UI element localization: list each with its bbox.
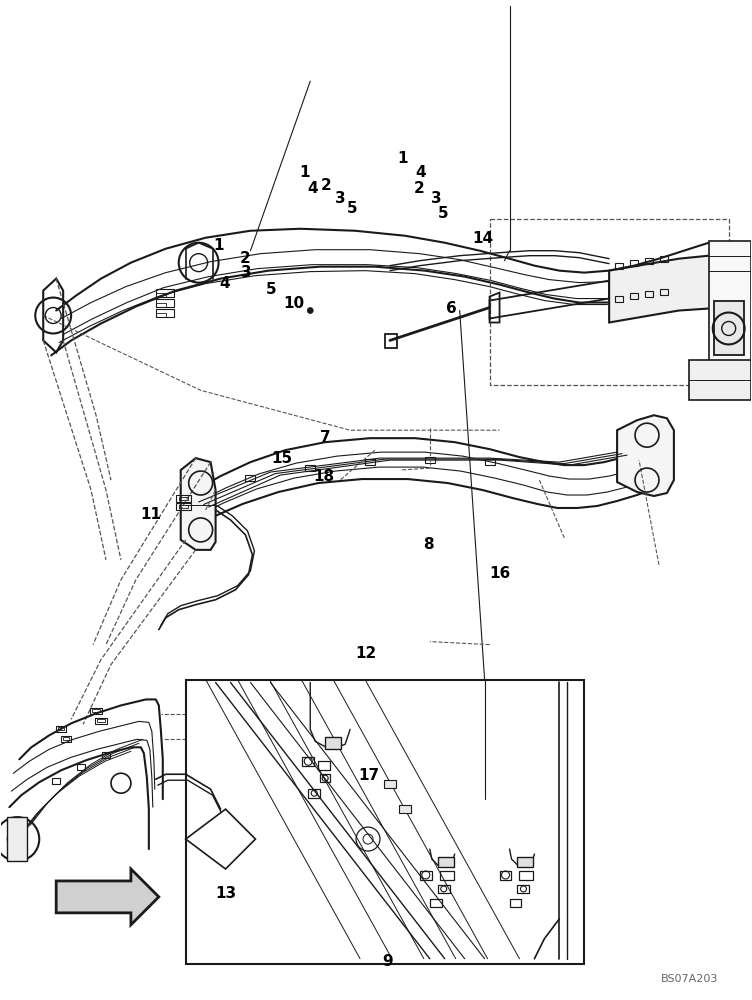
Polygon shape xyxy=(180,458,216,550)
Bar xyxy=(92,709,100,712)
Polygon shape xyxy=(709,241,750,390)
Text: 4: 4 xyxy=(220,276,230,291)
Bar xyxy=(95,718,107,724)
Bar xyxy=(660,289,668,295)
Polygon shape xyxy=(186,809,256,869)
Bar xyxy=(102,752,110,758)
Bar xyxy=(520,871,533,880)
Text: 17: 17 xyxy=(358,768,379,783)
Bar xyxy=(156,289,174,297)
Bar xyxy=(320,774,330,782)
Bar xyxy=(630,293,638,299)
Text: 13: 13 xyxy=(216,886,237,901)
Bar xyxy=(645,258,653,264)
Polygon shape xyxy=(714,301,744,355)
Bar xyxy=(8,817,27,861)
Text: 4: 4 xyxy=(416,165,426,180)
Bar xyxy=(430,899,441,907)
Text: 3: 3 xyxy=(241,265,252,280)
Bar xyxy=(440,871,453,880)
Bar xyxy=(615,263,623,269)
Text: 9: 9 xyxy=(383,954,393,969)
Text: 5: 5 xyxy=(265,282,277,297)
Bar xyxy=(517,857,533,867)
Bar xyxy=(58,727,64,730)
Bar xyxy=(615,296,623,302)
Text: 1: 1 xyxy=(397,151,408,166)
Bar xyxy=(77,764,85,770)
Bar xyxy=(90,708,102,714)
Bar xyxy=(52,778,60,784)
Text: 5: 5 xyxy=(347,201,357,216)
Bar xyxy=(325,737,341,749)
Text: 15: 15 xyxy=(271,451,293,466)
Bar xyxy=(510,899,521,907)
Bar xyxy=(499,871,511,880)
Text: 7: 7 xyxy=(320,430,330,445)
Text: 1: 1 xyxy=(214,238,224,253)
Bar xyxy=(179,505,188,508)
Text: 11: 11 xyxy=(141,507,162,522)
Bar xyxy=(384,780,396,788)
Text: 2: 2 xyxy=(414,181,425,196)
Text: 2: 2 xyxy=(320,178,331,193)
Bar xyxy=(365,459,375,465)
Bar xyxy=(56,726,66,732)
Bar xyxy=(630,260,638,266)
Text: 4: 4 xyxy=(307,181,317,196)
Circle shape xyxy=(308,308,314,314)
Bar xyxy=(176,495,191,502)
Bar xyxy=(385,334,397,348)
Bar xyxy=(308,789,320,798)
Text: 6: 6 xyxy=(445,301,456,316)
Polygon shape xyxy=(56,869,159,925)
Bar xyxy=(399,805,411,813)
Bar xyxy=(305,465,315,471)
Text: 14: 14 xyxy=(472,231,494,246)
Text: 3: 3 xyxy=(335,191,346,206)
Text: 5: 5 xyxy=(438,206,449,221)
Bar xyxy=(176,503,191,510)
Bar xyxy=(660,256,668,262)
Text: 18: 18 xyxy=(313,469,334,484)
Text: BS07A203: BS07A203 xyxy=(661,974,719,984)
Polygon shape xyxy=(617,415,674,496)
Bar xyxy=(438,857,453,867)
Text: 10: 10 xyxy=(283,296,304,311)
Bar xyxy=(318,761,330,770)
Bar xyxy=(484,459,495,465)
Text: 3: 3 xyxy=(431,191,441,206)
Bar xyxy=(156,303,165,307)
Bar xyxy=(156,313,165,317)
Bar xyxy=(156,299,174,307)
Text: 8: 8 xyxy=(423,537,434,552)
Bar xyxy=(156,309,174,317)
Bar xyxy=(61,736,71,742)
Bar xyxy=(517,885,529,893)
Bar xyxy=(425,457,435,463)
Bar xyxy=(245,475,256,481)
Bar xyxy=(156,293,165,297)
Bar xyxy=(97,719,105,722)
Bar xyxy=(63,737,69,740)
Bar xyxy=(179,497,188,500)
Text: 16: 16 xyxy=(489,566,511,581)
Bar xyxy=(438,885,450,893)
Text: 1: 1 xyxy=(299,165,310,180)
Polygon shape xyxy=(609,256,719,322)
Text: 12: 12 xyxy=(356,646,377,661)
Bar xyxy=(645,291,653,297)
Polygon shape xyxy=(689,360,750,400)
Bar xyxy=(186,680,584,964)
Text: 2: 2 xyxy=(239,251,250,266)
Bar xyxy=(420,871,432,880)
Bar xyxy=(302,757,314,766)
